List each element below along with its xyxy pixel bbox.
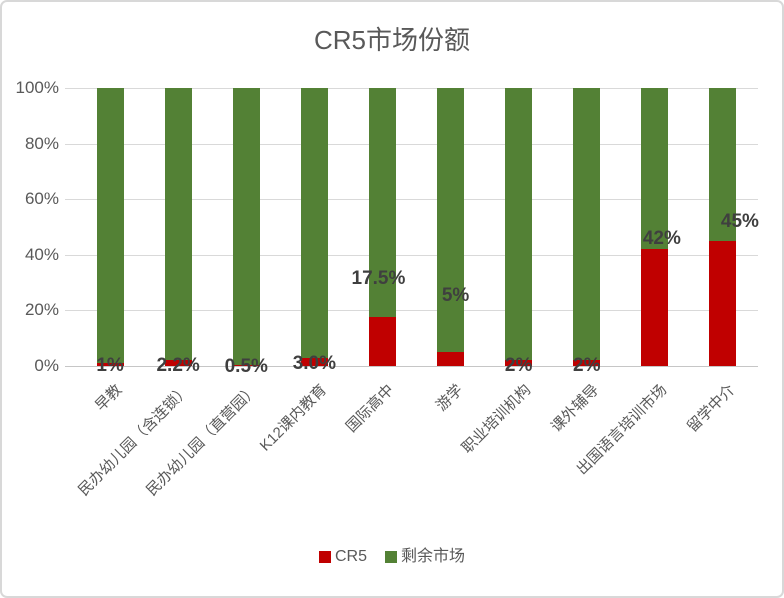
bar-segment-remaining — [164, 88, 192, 360]
bar-segment-remaining — [300, 88, 328, 358]
y-axis-tick-label: 60% — [24, 189, 59, 209]
legend: CR5 剩余市场 — [2, 544, 782, 570]
data-label: 5% — [441, 285, 470, 306]
x-axis-line — [65, 366, 758, 367]
bar-segment-cr5 — [573, 360, 601, 366]
bars-layer: 1% 2.2% 0.5% 3.0% 17.5% 5% 2% 2% 42% 45% — [76, 88, 759, 376]
data-label: 1% — [96, 355, 124, 376]
data-label: 2% — [504, 355, 533, 376]
stacked-bar-4 — [300, 88, 328, 366]
x-axis-label: 早教 — [92, 381, 126, 415]
bar-segment-cr5 — [232, 364, 260, 366]
legend-label: 剩余市场 — [401, 548, 466, 565]
gridline — [65, 254, 758, 256]
data-label: 3.0% — [292, 353, 336, 374]
gridline — [65, 310, 758, 312]
plot-area — [65, 88, 758, 367]
bar-segment-cr5 — [709, 240, 737, 366]
x-axis-label: 留学中介 — [683, 381, 739, 436]
y-axis: 0% 20% 40% 60% 80% 100% — [2, 79, 59, 375]
stacked-bar-6 — [437, 88, 465, 366]
bar-segment-remaining — [709, 88, 737, 241]
bar-segment-remaining — [437, 88, 465, 353]
bar-segment-cr5 — [96, 363, 124, 366]
y-axis-tick-label: 0% — [34, 356, 59, 375]
bar-segment-cr5 — [164, 359, 192, 366]
bar-segment-remaining — [573, 88, 601, 361]
data-label: 2.2% — [156, 355, 200, 376]
stacked-bar-8 — [573, 88, 601, 366]
legend-item-remaining: 剩余市场 — [385, 549, 465, 565]
data-label: 17.5% — [351, 268, 406, 289]
x-axis-label: 游学 — [432, 381, 466, 415]
bar-segment-remaining — [96, 88, 124, 364]
bar-segment-remaining — [368, 88, 396, 318]
stacked-bar-2 — [164, 88, 192, 366]
y-axis-tick-label: 100% — [15, 78, 59, 97]
gridline — [65, 143, 758, 145]
bar-segment-remaining — [641, 88, 669, 250]
chart-title: CR5市场份额 — [313, 25, 470, 55]
legend-item-cr5: CR5 — [318, 548, 367, 565]
gridline — [65, 199, 758, 201]
data-label: 2% — [573, 355, 601, 376]
data-label: 0.5% — [224, 356, 268, 377]
bar-segment-cr5 — [641, 249, 669, 366]
bar-segment-cr5 — [368, 317, 396, 366]
legend-label: CR5 — [334, 548, 367, 565]
x-axis-label: K12课内教育 — [256, 381, 330, 455]
data-label: 45% — [720, 211, 759, 232]
bar-segment-cr5 — [505, 360, 533, 366]
stacked-bar-1 — [96, 88, 124, 366]
bar-segment-remaining — [505, 88, 533, 361]
y-axis-tick-label: 40% — [24, 244, 59, 264]
stacked-bar-3 — [232, 88, 260, 366]
legend-swatch — [385, 551, 397, 563]
stacked-bar-10 — [709, 88, 737, 366]
y-axis-tick-label: 20% — [24, 300, 59, 320]
bar-segment-cr5 — [300, 357, 328, 366]
data-label: 42% — [642, 228, 681, 249]
gridline — [65, 88, 758, 89]
stacked-bar-7 — [505, 88, 533, 366]
stacked-bar-5 — [368, 88, 396, 366]
x-axis-label: 国际高中 — [343, 381, 398, 436]
bar-segment-remaining — [232, 88, 260, 365]
x-axis-label: 职业培训机构 — [458, 381, 534, 457]
x-axis-label: 课外辅导 — [547, 381, 603, 436]
bar-segment-cr5 — [437, 352, 465, 366]
stacked-bar-9 — [641, 88, 669, 366]
legend-swatch — [318, 551, 331, 563]
y-axis-tick-label: 80% — [24, 133, 59, 153]
